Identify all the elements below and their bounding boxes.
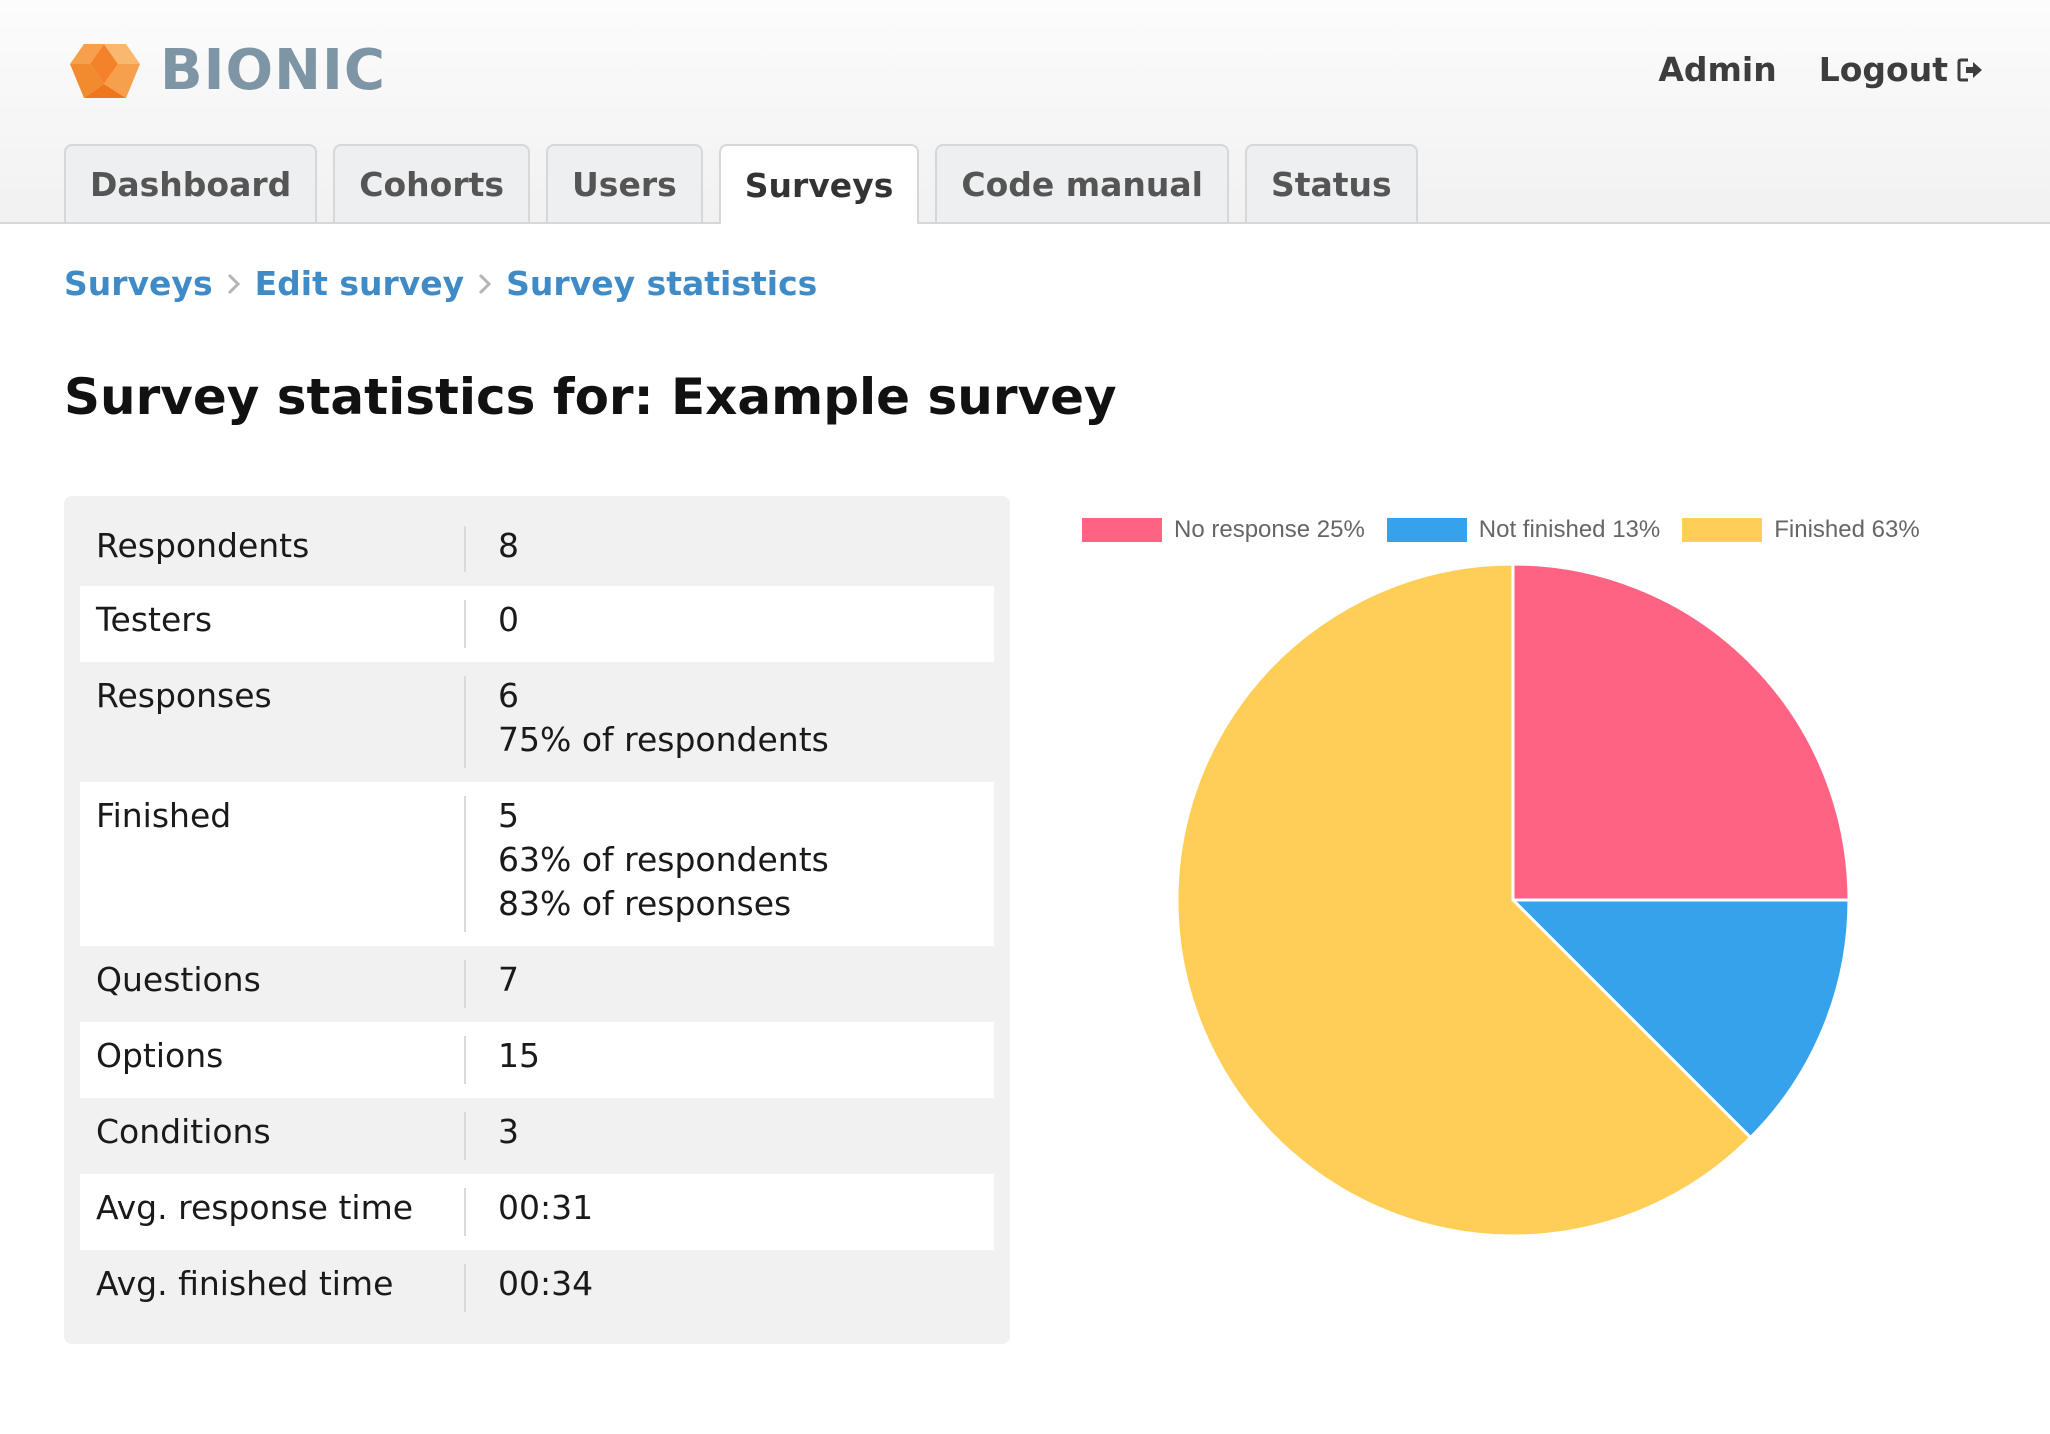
stats-value-line: 83% of responses [498, 884, 792, 923]
stats-value: 5 63% of respondents 83% of responses [466, 782, 994, 946]
breadcrumb-edit-survey[interactable]: Edit survey [254, 264, 465, 303]
tab-users[interactable]: Users [546, 144, 703, 222]
stats-row-conditions: Conditions 3 [80, 1098, 994, 1174]
stats-value: 0 [466, 586, 994, 662]
legend-swatch [1386, 518, 1467, 542]
stats-value-line: 7 [498, 960, 519, 999]
breadcrumb-surveys[interactable]: Surveys [64, 264, 213, 303]
stats-value-line: 5 [498, 796, 519, 835]
stats-row-avg-finished-time: Avg. finished time 00:34 [80, 1250, 994, 1326]
logout-link-label: Logout [1818, 50, 1948, 89]
legend-item-finished[interactable]: Finished 63% [1682, 516, 1920, 544]
stats-label: Questions [80, 946, 466, 1022]
bionic-logo-icon [70, 44, 140, 98]
stats-table: Respondents 8 Testers 0 Responses 6 75% … [64, 496, 1010, 1344]
stats-row-respondents: Respondents 8 [80, 512, 994, 586]
legend-label: No response 25% [1174, 516, 1365, 543]
stats-value-line: 75% of respondents [498, 720, 829, 759]
logout-icon [1957, 58, 1982, 81]
stats-value-line: 6 [498, 676, 519, 715]
legend-label: Not finished 13% [1478, 516, 1661, 543]
stats-value: 00:34 [466, 1250, 994, 1326]
tab-status[interactable]: Status [1244, 144, 1418, 222]
stats-value: 00:31 [466, 1174, 994, 1250]
stats-label: Avg. finished time [80, 1250, 466, 1326]
stats-value-line: 15 [498, 1036, 540, 1075]
stats-value-line: 8 [498, 526, 519, 565]
tab-dashboard[interactable]: Dashboard [64, 144, 318, 222]
chevron-right-icon [227, 273, 240, 294]
logout-link[interactable]: Logout [1819, 50, 1984, 89]
stats-label: Responses [80, 662, 466, 782]
response-pie-chart: No response 25% Not finished 13% Finishe… [1070, 500, 2000, 1300]
tab-code-manual[interactable]: Code manual [935, 144, 1229, 222]
stats-label: Avg. response time [80, 1174, 466, 1250]
stats-row-finished: Finished 5 63% of respondents 83% of res… [80, 782, 994, 946]
stats-value-line: 63% of respondents [498, 840, 829, 879]
pie-slice-no-response[interactable] [1511, 562, 1851, 902]
main-tabs: Dashboard Cohorts Users Surveys Code man… [64, 144, 1418, 224]
legend-swatch [1682, 518, 1763, 542]
stats-value-line: 3 [498, 1112, 519, 1151]
admin-link-label: Admin [1658, 50, 1777, 89]
stats-value: 3 [466, 1098, 994, 1174]
stats-label: Testers [80, 586, 466, 662]
tab-cohorts[interactable]: Cohorts [333, 144, 531, 222]
legend-item-not-finished[interactable]: Not finished 13% [1386, 516, 1661, 544]
stats-label: Options [80, 1022, 466, 1098]
stats-value: 6 75% of respondents [466, 662, 994, 782]
stats-value: 15 [466, 1022, 994, 1098]
stats-row-questions: Questions 7 [80, 946, 994, 1022]
brand-name[interactable]: BIONIC [160, 38, 386, 103]
chevron-right-icon [479, 273, 492, 294]
stats-label: Finished [80, 782, 466, 946]
stats-label: Conditions [80, 1098, 466, 1174]
legend-label: Finished 63% [1774, 516, 1920, 543]
breadcrumb: Surveys Edit survey Survey statistics [64, 264, 817, 303]
admin-link[interactable]: Admin [1658, 50, 1776, 89]
stats-value-line: 00:31 [498, 1188, 594, 1227]
legend-item-no-response[interactable]: No response 25% [1082, 516, 1365, 544]
pie-slice-finished[interactable] [1175, 562, 1753, 1238]
stats-label: Respondents [80, 512, 466, 586]
breadcrumb-survey-statistics[interactable]: Survey statistics [506, 264, 818, 303]
tab-surveys[interactable]: Surveys [718, 144, 920, 224]
stats-value-line: 0 [498, 600, 519, 639]
pie-svg [1175, 562, 1851, 1238]
app-header: BIONIC Admin Logout Dashboard Cohorts Us… [0, 0, 2050, 224]
legend-swatch [1082, 518, 1162, 542]
stats-value: 8 [466, 512, 994, 586]
stats-value-line: 00:34 [498, 1264, 594, 1303]
stats-row-testers: Testers 0 [80, 586, 994, 662]
chart-legend: No response 25% Not finished 13% Finishe… [1082, 516, 1920, 544]
page-title: Survey statistics for: Example survey [64, 368, 1117, 426]
pie-slice-not-finished[interactable] [1509, 898, 1851, 1140]
stats-value: 7 [466, 946, 994, 1022]
stats-row-avg-response-time: Avg. response time 00:31 [80, 1174, 994, 1250]
top-nav: Admin Logout [1658, 50, 1984, 89]
stats-row-options: Options 15 [80, 1022, 994, 1098]
stats-row-responses: Responses 6 75% of respondents [80, 662, 994, 782]
